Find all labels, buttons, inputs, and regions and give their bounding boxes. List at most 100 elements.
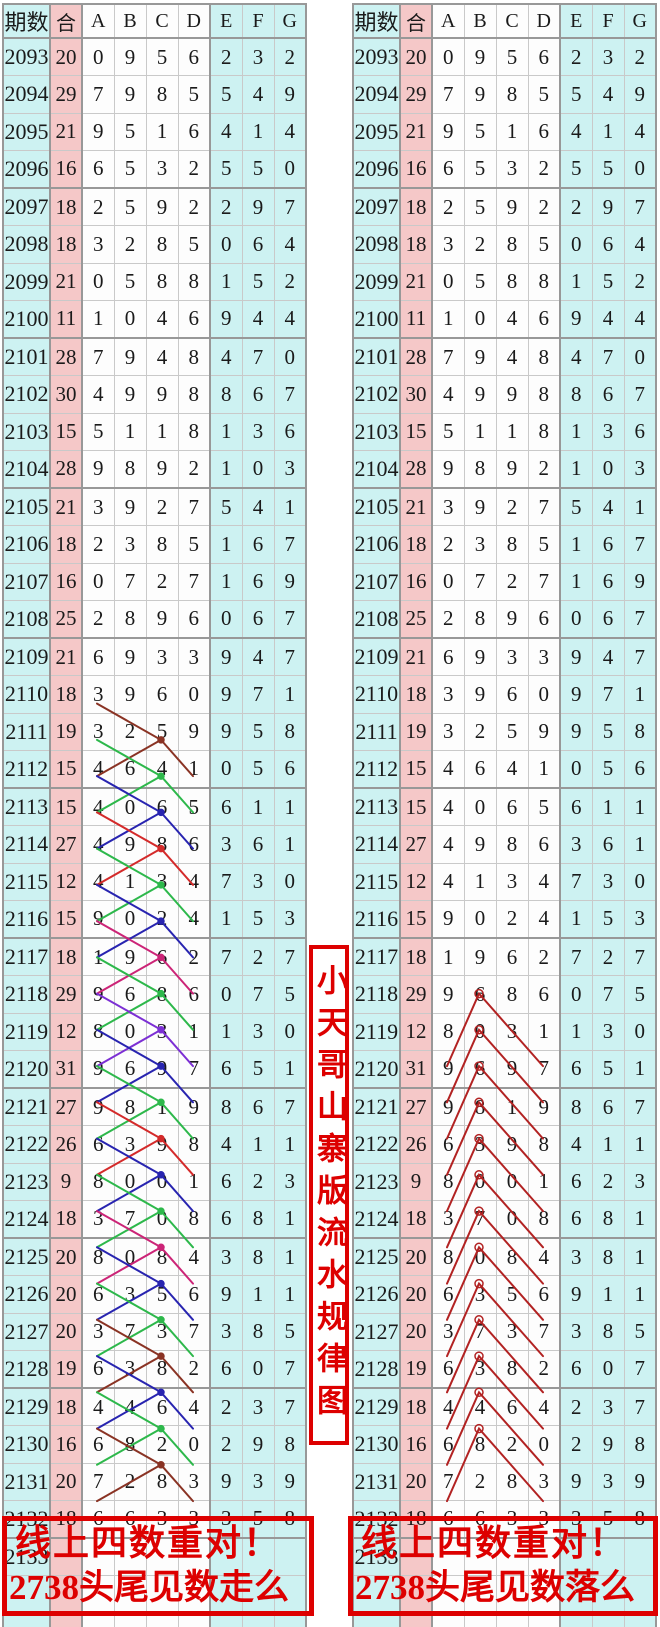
table-row: 2117 18 1 9 6 2 7 2 7 (2, 937, 307, 977)
cell-g: 7 (273, 187, 307, 227)
cell-b: 2 (463, 225, 497, 264)
cell-period: 2130 (2, 1425, 51, 1464)
cell-period: 2133 (352, 1537, 401, 1577)
cell-a: 6 (81, 1125, 115, 1164)
cell-b: 7 (113, 562, 147, 601)
cell-b: 6 (113, 749, 147, 789)
table-row: 2093 20 0 9 5 6 2 3 2 (352, 37, 657, 77)
cell-c: 3 (145, 1312, 179, 1351)
cell-e: 0 (209, 749, 243, 789)
cell-c: 5 (495, 1275, 529, 1314)
cell-d (177, 1537, 211, 1577)
cell-sum: 18 (49, 187, 83, 227)
cell-b: 9 (463, 825, 497, 864)
cell-e: 9 (559, 1462, 593, 1501)
cell-d: 1 (527, 749, 561, 789)
cell-sum (399, 1537, 433, 1577)
cell-e: 6 (209, 1349, 243, 1389)
cell-f: 6 (241, 562, 275, 601)
header-cell-c: C (145, 3, 179, 39)
cell-d: 7 (177, 562, 211, 601)
cell-sum: 25 (49, 599, 83, 639)
cell-c: 2 (145, 487, 179, 527)
cell-sum: 28 (399, 337, 433, 377)
cell-e: 6 (559, 1349, 593, 1389)
filler-cell (399, 1612, 433, 1627)
cell-period: 2109 (2, 637, 51, 677)
cell-b: 7 (113, 1199, 147, 1239)
cell-b: 8 (463, 1087, 497, 1127)
cell-f: 4 (591, 299, 625, 339)
cell-d: 2 (177, 937, 211, 977)
cell-b: 9 (463, 637, 497, 677)
cell-period: 2099 (2, 262, 51, 301)
table-row: 2118 29 9 6 8 6 0 7 5 (2, 975, 307, 1014)
cell-period: 2113 (2, 787, 51, 827)
cell-e: 8 (209, 1087, 243, 1127)
cell-c: 6 (495, 787, 529, 827)
cell-g: 0 (623, 337, 657, 377)
filler-cell (352, 1575, 401, 1614)
cell-a: 4 (431, 749, 465, 789)
cell-e: 6 (209, 1049, 243, 1089)
cell-c: 3 (145, 1012, 179, 1051)
cell-e: 4 (209, 337, 243, 377)
cell-sum: 18 (399, 225, 433, 264)
cell-f: 5 (241, 1049, 275, 1089)
cell-c: 8 (495, 1462, 529, 1501)
cell-d: 6 (177, 299, 211, 339)
cell-f: 6 (591, 825, 625, 864)
cell-a: 6 (431, 637, 465, 677)
cell-period: 2102 (352, 375, 401, 414)
cell-f: 3 (241, 37, 275, 77)
cell-period: 2126 (352, 1275, 401, 1314)
cell-d: 5 (527, 75, 561, 114)
cell-a: 6 (81, 1349, 115, 1389)
table-row: 2096 16 6 5 3 2 5 5 0 (352, 149, 657, 189)
cell-e: 6 (559, 787, 593, 827)
cell-a: 1 (81, 937, 115, 977)
cell-b: 3 (463, 1275, 497, 1314)
cell-a: 3 (431, 712, 465, 751)
cell-e: 8 (559, 375, 593, 414)
cell-g: 6 (623, 749, 657, 789)
cell-sum: 21 (399, 487, 433, 527)
cell-b: 9 (463, 487, 497, 527)
cell-c: 5 (145, 1275, 179, 1314)
cell-sum: 18 (399, 525, 433, 564)
cell-c: 6 (145, 675, 179, 714)
cell-sum: 18 (49, 225, 83, 264)
cell-period: 2119 (352, 1012, 401, 1051)
table-row: 2116 15 9 0 2 4 1 5 3 (2, 899, 307, 939)
cell-c: 9 (145, 375, 179, 414)
cell-e: 3 (559, 825, 593, 864)
cell-b: 3 (463, 1125, 497, 1164)
right-caption-box: 线上四数重对！ 2738头尾见数落么 (348, 1516, 658, 1616)
cell-d: 7 (527, 1049, 561, 1089)
cell-period: 2124 (2, 1199, 51, 1239)
cell-f: 4 (241, 637, 275, 677)
table-row: 2120 31 9 6 9 7 6 5 1 (2, 1049, 307, 1089)
cell-d: 6 (177, 825, 211, 864)
cell-c: 5 (495, 37, 529, 77)
cell-d: 8 (527, 1199, 561, 1239)
cell-sum: 18 (399, 675, 433, 714)
cell-b: 4 (113, 1387, 147, 1427)
filler-cell (209, 1575, 243, 1614)
cell-g: 7 (623, 1387, 657, 1427)
cell-period: 2116 (2, 899, 51, 939)
cell-e: 2 (209, 37, 243, 77)
table-row: 2112 15 4 6 4 1 0 5 6 (352, 749, 657, 789)
cell-f: 5 (241, 262, 275, 301)
cell-f: 6 (591, 375, 625, 414)
cell-f: 7 (591, 975, 625, 1014)
cell-g: 1 (623, 1125, 657, 1164)
cell-d: 4 (527, 1237, 561, 1277)
cell-d: 7 (177, 1049, 211, 1089)
cell-sum: 20 (49, 1237, 83, 1277)
cell-b: 8 (113, 449, 147, 489)
cell-sum: 18 (399, 1387, 433, 1427)
cell-c: 6 (495, 1387, 529, 1427)
cell-g: 1 (623, 1199, 657, 1239)
trend-table-left-wrap: 期数合 A B C D E F G 2093 20 0 9 5 6 2 3 2 2094 29 7 9 8 5 5 4 9 2095… (2, 3, 307, 1627)
